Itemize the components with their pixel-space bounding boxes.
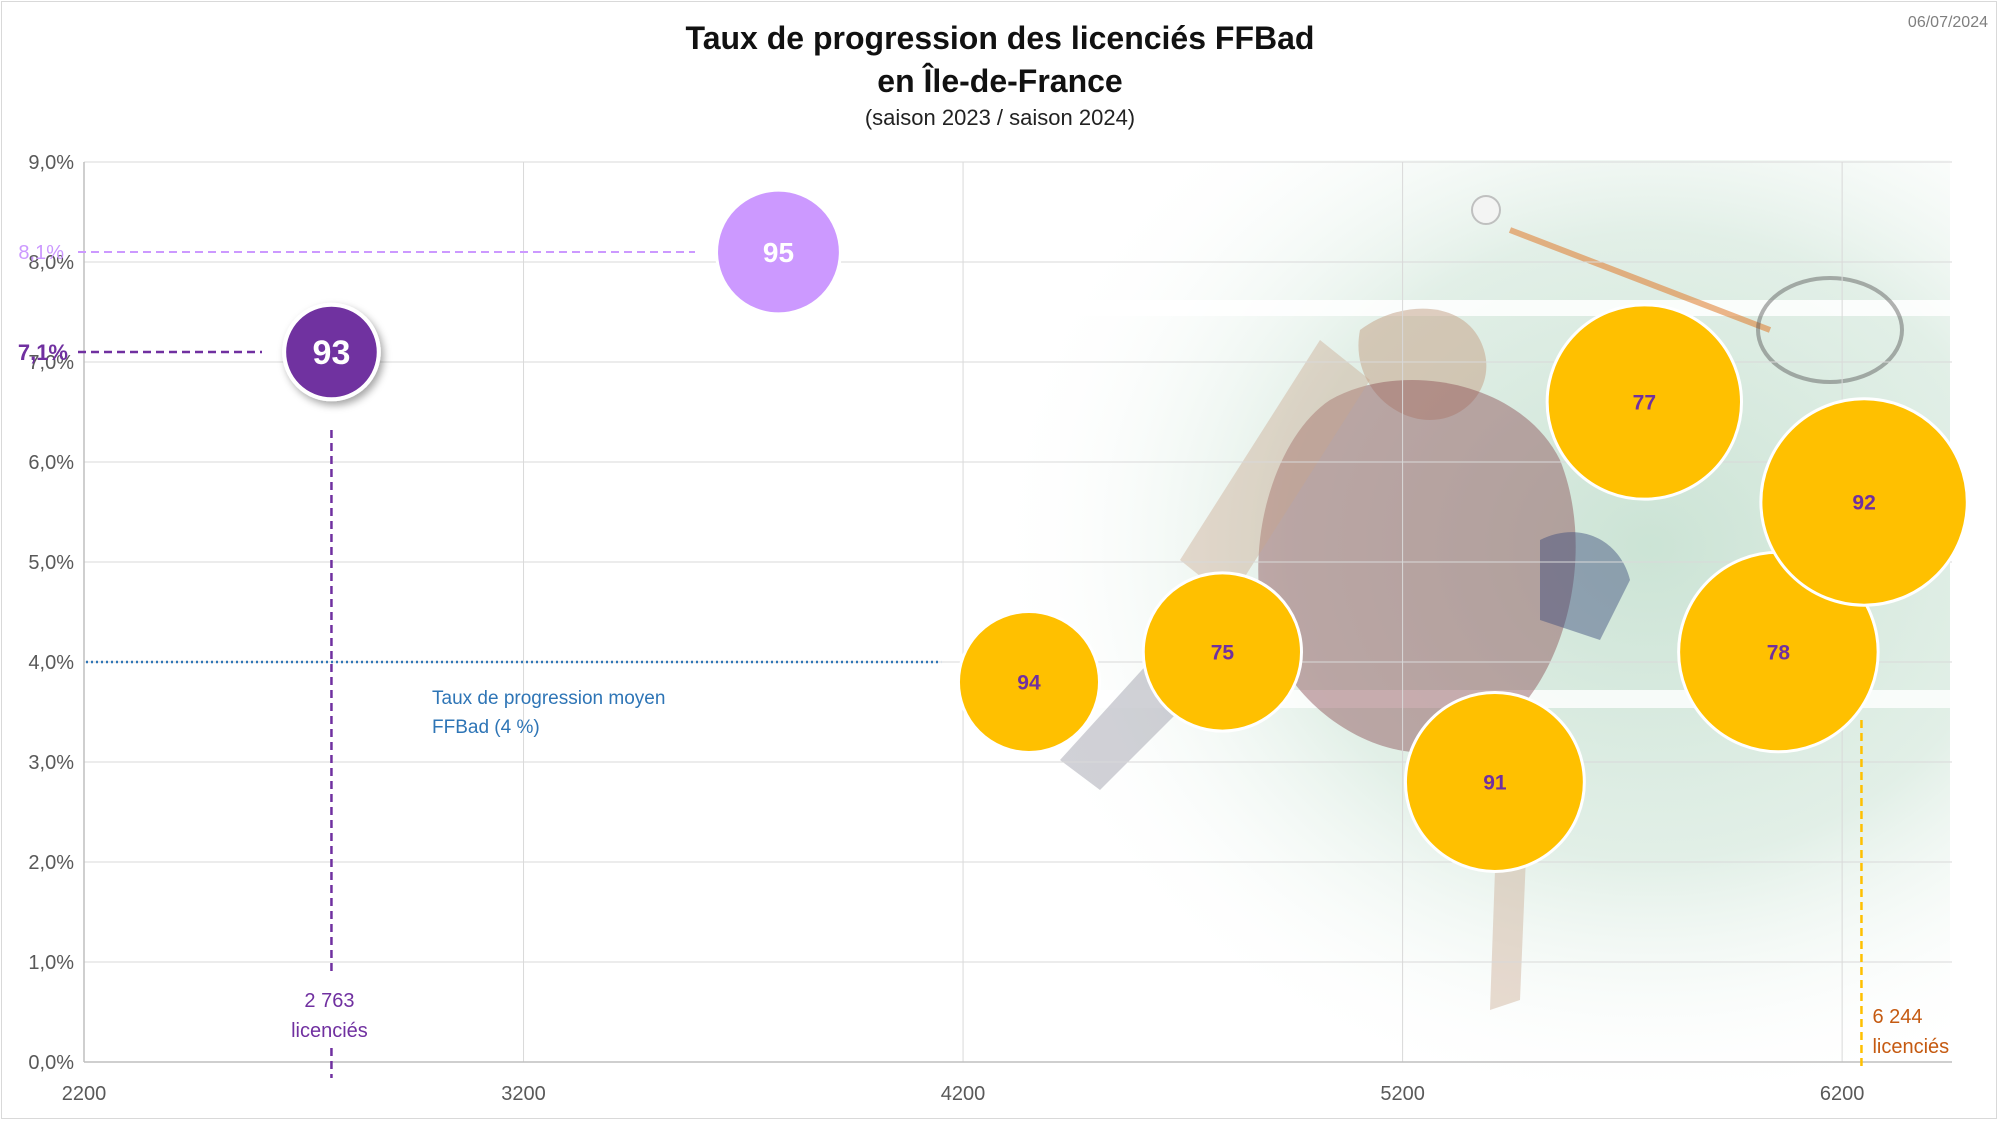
x-tick-label: 5200 [1380, 1083, 1425, 1105]
bubble-circle [1141, 571, 1304, 733]
bubble-94: 94 [956, 609, 1102, 755]
chart-title-line1: Taux de progression des licenciés FFBad [685, 20, 1315, 56]
chart-subtitle: (saison 2023 / saison 2024) [864, 105, 1136, 130]
x-tick-label: 3200 [501, 1083, 546, 1105]
max-licencies-label: 6 244 [1872, 1006, 1922, 1028]
x-tick-label: 6200 [1820, 1083, 1865, 1105]
y-tick-label: 7,0% [28, 352, 74, 374]
bubble-label: 93 [313, 334, 351, 372]
bubble-92: 92 [1759, 397, 1969, 607]
y-tick-label: 3,0% [28, 752, 74, 774]
bubble-91: 91 [1403, 691, 1586, 873]
y-tick-label: 8,0% [28, 252, 74, 274]
bubble-circle [1759, 397, 1969, 607]
y-tick-label: 0,0% [28, 1052, 74, 1074]
bubble-circle [715, 188, 842, 316]
bubble-label: 91 [1483, 772, 1507, 795]
bubble-circle [1403, 691, 1586, 873]
highlight-95-y-label: 8,1% [18, 242, 64, 264]
highlight-93-x-label: 2 763 [304, 990, 354, 1012]
average-rate-label: FFBad (4 %) [432, 717, 540, 738]
y-tick-label: 5,0% [28, 552, 74, 574]
bubble-circle [956, 609, 1102, 755]
bubble-circle [1545, 303, 1744, 501]
y-tick-label: 2,0% [28, 852, 74, 874]
bubble-label: 92 [1852, 492, 1875, 515]
bubble-label: 75 [1211, 642, 1235, 665]
highlight-93-x-label: licenciés [291, 1020, 368, 1042]
y-tick-label: 1,0% [28, 952, 74, 974]
bubble-label: 94 [1017, 672, 1041, 695]
bubbles: 93 95 94 75 91 77 78 92 [282, 188, 1969, 873]
bubble-77: 77 [1545, 303, 1744, 501]
bubble-circle [282, 302, 381, 402]
bubble-95: 95 [715, 188, 842, 316]
bubble-label: 95 [763, 237, 794, 268]
bubble-75: 75 [1141, 571, 1304, 733]
date-stamp: 06/07/2024 [1907, 14, 1988, 31]
y-tick-label: 6,0% [28, 452, 74, 474]
bubble-label: 78 [1767, 642, 1791, 665]
x-tick-label: 4200 [941, 1083, 986, 1105]
highlight-93-y-label: 7,1% [18, 340, 68, 365]
max-licencies-label: licenciés [1872, 1036, 1949, 1058]
y-tick-label: 9,0% [28, 152, 74, 174]
y-tick-label: 4,0% [28, 652, 74, 674]
reference-lines: Taux de progression moyen FFBad (4 %) 8,1%… [18, 242, 1949, 1078]
x-tick-label: 2200 [62, 1083, 107, 1105]
axes: 0,0% 1,0% 2,0% 3,0% 4,0% 5,0% 6,0% 7,0% 8,0% 9,0%… [28, 152, 1952, 1105]
chart-title-line2: en Île-de-France [877, 63, 1123, 99]
bubble-label: 77 [1633, 392, 1656, 415]
bubble-93: 93 [282, 302, 381, 402]
average-rate-label: Taux de progression moyen [432, 688, 665, 709]
